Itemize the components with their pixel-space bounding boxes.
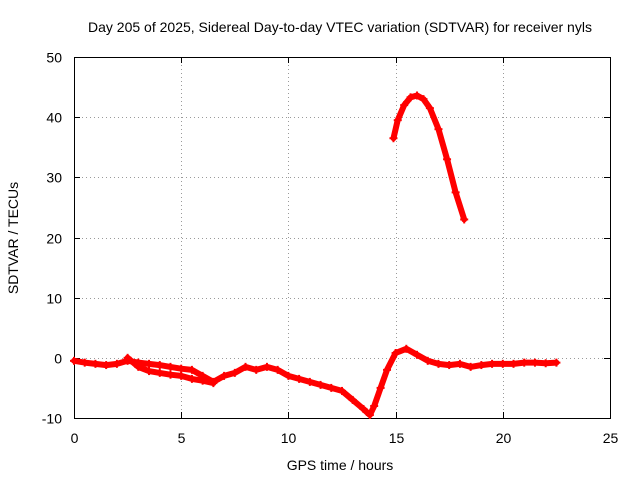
data-point (477, 361, 486, 370)
x-tick-label: 0 (71, 430, 79, 446)
x-tick-label: 15 (389, 430, 405, 446)
data-point (393, 116, 402, 125)
data-point (400, 101, 409, 110)
data-point (198, 376, 207, 385)
data-point (295, 374, 304, 383)
data-point (134, 362, 143, 371)
data-point (552, 358, 561, 367)
series-main (70, 344, 561, 419)
data-point (123, 353, 132, 362)
data-point (488, 359, 497, 368)
data-point (530, 358, 539, 367)
data-point (348, 395, 357, 404)
data-point (383, 365, 392, 374)
data-point (370, 401, 379, 410)
data-point (177, 371, 186, 380)
x-tick-label: 10 (281, 430, 297, 446)
data-point (359, 404, 368, 413)
data-point (419, 95, 428, 104)
data-point (460, 215, 469, 224)
data-point (425, 104, 434, 113)
data-point (376, 383, 385, 392)
data-point (434, 359, 443, 368)
data-point (145, 359, 154, 368)
y-tick-label: -10 (42, 411, 62, 427)
data-point (455, 359, 464, 368)
data-point (155, 368, 164, 377)
y-axis-label: SDTVAR / TECUs (5, 182, 21, 294)
x-tick-label: 25 (603, 430, 619, 446)
data-point (443, 155, 452, 164)
x-axis: 0 5 10 15 20 25 (71, 57, 619, 446)
series-line (390, 92, 468, 223)
data-point (166, 362, 175, 371)
data-point (413, 91, 422, 100)
data-point (365, 410, 374, 419)
data-point (413, 350, 422, 359)
data-point (145, 367, 154, 376)
x-tick-label: 5 (178, 430, 186, 446)
data-point (541, 359, 550, 368)
data-point (445, 361, 454, 370)
data-point (209, 379, 218, 388)
data-point (230, 368, 239, 377)
data-point (80, 358, 89, 367)
y-axis: -10 0 10 20 30 40 50 (42, 50, 610, 427)
y-tick-label: 40 (46, 110, 62, 126)
y-tick-label: 50 (46, 50, 62, 66)
data-point (327, 383, 336, 392)
data-point (273, 365, 282, 374)
y-tick-label: 20 (46, 231, 62, 247)
data-point (241, 362, 250, 371)
data-point (305, 377, 314, 386)
data-point (91, 359, 100, 368)
data-point (391, 349, 400, 358)
data-point (284, 371, 293, 380)
data-point (155, 361, 164, 370)
data-point (262, 362, 271, 371)
data-point (434, 125, 443, 134)
data-point (252, 365, 261, 374)
data-point (423, 356, 432, 365)
y-tick-label: 0 (54, 351, 62, 367)
data-point (498, 359, 507, 368)
data-point (187, 365, 196, 374)
data-point (102, 361, 111, 370)
data-point (187, 374, 196, 383)
data-point (406, 93, 415, 102)
data-point (177, 364, 186, 373)
series-high-arc (389, 91, 469, 224)
chart-title: Day 205 of 2025, Sidereal Day-to-day VTE… (88, 19, 592, 35)
data-point (338, 386, 346, 395)
data-point (70, 356, 78, 365)
data-point (166, 370, 175, 379)
data-point (520, 358, 529, 367)
data-point (402, 344, 411, 353)
data-point (220, 371, 229, 380)
y-tick-label: 10 (46, 291, 62, 307)
series-secondary (123, 353, 218, 388)
data-point (316, 380, 325, 389)
data-point (389, 134, 398, 143)
series-layer (70, 91, 561, 419)
y-tick-label: 30 (46, 170, 62, 186)
x-tick-label: 20 (496, 430, 512, 446)
data-point (451, 188, 460, 197)
x-axis-label: GPS time / hours (287, 457, 394, 473)
data-point (112, 359, 121, 368)
data-point (466, 362, 475, 371)
data-point (509, 359, 518, 368)
